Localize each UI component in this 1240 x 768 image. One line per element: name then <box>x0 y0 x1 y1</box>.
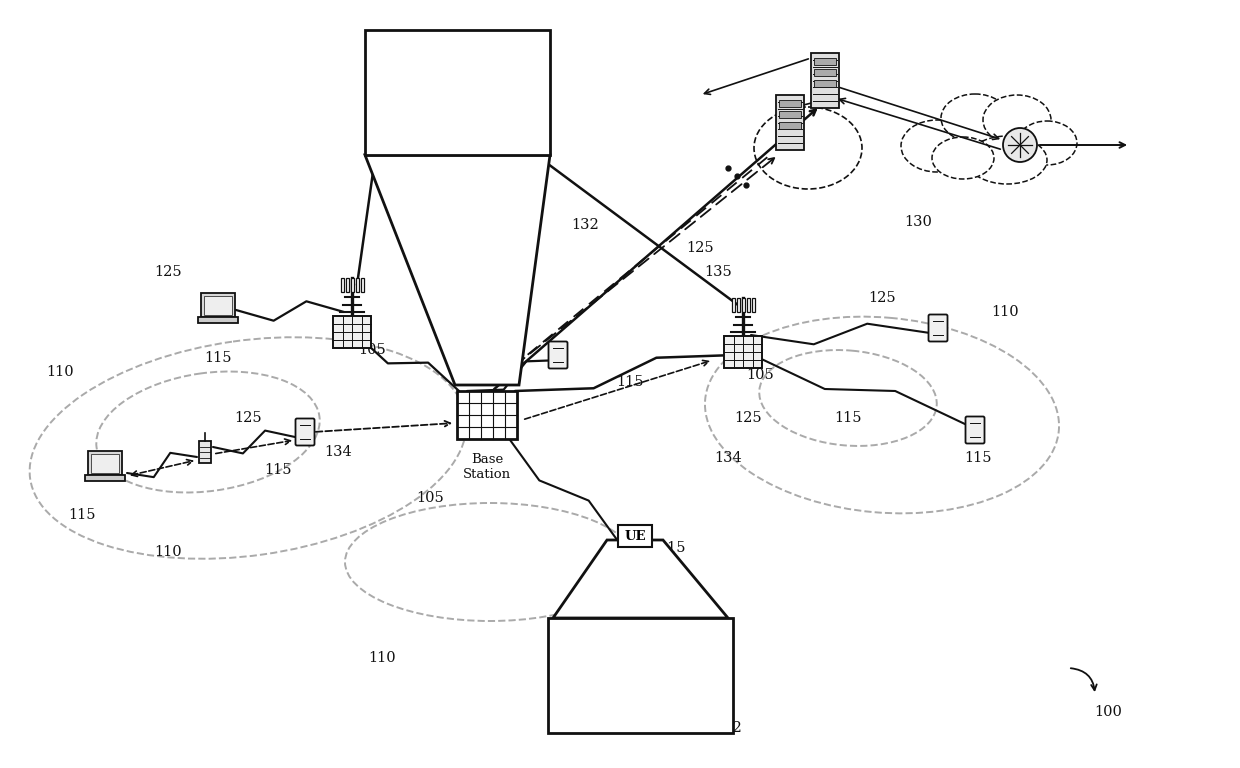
Text: 110: 110 <box>46 365 74 379</box>
Bar <box>751 298 754 312</box>
Text: 105: 105 <box>746 368 774 382</box>
Bar <box>779 100 801 107</box>
Bar <box>198 317 238 323</box>
Bar <box>779 111 801 118</box>
Bar <box>742 298 744 312</box>
Bar <box>548 618 733 733</box>
Polygon shape <box>553 540 728 618</box>
Ellipse shape <box>932 137 994 179</box>
Text: 132: 132 <box>572 218 599 232</box>
Text: 115: 115 <box>835 411 862 425</box>
Text: 110: 110 <box>368 651 396 665</box>
Text: Module: Module <box>425 123 490 140</box>
Ellipse shape <box>1017 121 1078 165</box>
Text: Base station: Base station <box>405 41 510 58</box>
FancyBboxPatch shape <box>295 419 315 445</box>
Text: 125: 125 <box>446 255 474 269</box>
Ellipse shape <box>967 136 1047 184</box>
Text: 101: 101 <box>515 141 542 155</box>
Text: 115: 115 <box>965 451 992 465</box>
Bar <box>86 475 125 481</box>
Text: Module: Module <box>609 691 672 709</box>
Ellipse shape <box>901 120 973 172</box>
Text: UE Beamformed: UE Beamformed <box>570 631 711 648</box>
Bar <box>776 95 804 150</box>
Text: Communication: Communication <box>574 661 707 678</box>
Text: 115: 115 <box>264 463 291 477</box>
Text: UE: UE <box>624 529 646 542</box>
Text: 125: 125 <box>734 411 761 425</box>
Bar <box>341 278 343 292</box>
Text: 125: 125 <box>868 291 895 305</box>
Text: 134: 134 <box>324 445 352 459</box>
Text: 125: 125 <box>154 265 182 279</box>
Bar <box>458 391 517 439</box>
Ellipse shape <box>941 94 1009 142</box>
Text: 105: 105 <box>417 491 444 505</box>
Text: 105: 105 <box>358 343 386 357</box>
FancyBboxPatch shape <box>929 315 947 342</box>
Bar <box>813 58 836 65</box>
Circle shape <box>1003 128 1037 162</box>
Bar <box>737 298 739 312</box>
Text: 110: 110 <box>154 545 182 559</box>
Text: 115: 115 <box>68 508 95 522</box>
Text: 100: 100 <box>1094 705 1122 719</box>
Bar <box>813 80 836 87</box>
Polygon shape <box>365 155 551 385</box>
Bar <box>346 278 348 292</box>
Bar <box>724 336 763 368</box>
Text: 130: 130 <box>904 215 932 229</box>
Text: 115: 115 <box>658 541 686 555</box>
Bar <box>88 451 122 475</box>
Bar <box>361 278 363 292</box>
Text: 134: 134 <box>714 451 742 465</box>
Bar <box>356 278 358 292</box>
Text: 125: 125 <box>686 241 714 255</box>
Text: 115: 115 <box>205 351 232 365</box>
Bar <box>201 293 236 317</box>
FancyBboxPatch shape <box>548 342 568 369</box>
Bar <box>351 278 353 292</box>
Bar <box>811 53 839 108</box>
Text: Communication: Communication <box>391 95 523 112</box>
Text: 110: 110 <box>991 305 1019 319</box>
Text: Beamformed: Beamformed <box>403 68 512 85</box>
Bar <box>205 296 232 315</box>
Bar <box>732 298 734 312</box>
Bar <box>334 316 371 348</box>
Ellipse shape <box>983 95 1052 145</box>
Ellipse shape <box>754 107 862 189</box>
Bar <box>779 122 801 129</box>
Bar <box>618 525 652 547</box>
Text: 102: 102 <box>714 721 742 735</box>
Text: Base
Station: Base Station <box>463 453 511 481</box>
Bar <box>746 298 749 312</box>
Text: 135: 135 <box>704 265 732 279</box>
Bar <box>365 30 551 155</box>
Bar <box>91 454 119 473</box>
Bar <box>813 69 836 76</box>
FancyBboxPatch shape <box>966 416 985 443</box>
Bar <box>198 441 211 463</box>
Text: 115: 115 <box>616 375 644 389</box>
Text: 125: 125 <box>234 411 262 425</box>
